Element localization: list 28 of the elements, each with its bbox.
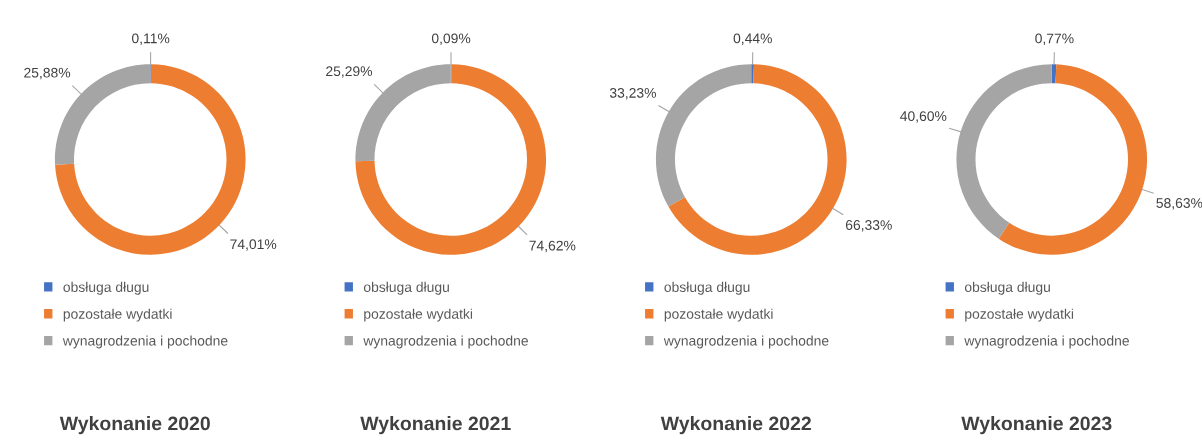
data-label: 0,11% — [131, 33, 170, 45]
legend-label: obsługa długu — [964, 281, 1050, 295]
data-label: 25,88% — [24, 67, 71, 80]
data-label: 25,29% — [326, 66, 373, 78]
text: Wykonanie 2020 — [59, 416, 210, 435]
legend-label: obsługa długu — [63, 281, 149, 295]
data-label: 0,77% — [1035, 33, 1074, 45]
legend-label: obsługa długu — [664, 281, 750, 295]
data-label: 33,23% — [609, 87, 656, 100]
data-label: 74,01% — [230, 239, 277, 251]
legend-label: pozostałe wydatki — [364, 308, 473, 322]
legend-label: pozostałe wydatki — [965, 308, 1074, 322]
text: Wykonanie 2022 — [660, 416, 811, 435]
text: Wykonanie 2023 — [961, 416, 1112, 435]
data-label: 74,62% — [529, 240, 576, 253]
legend-label: wynagrodzenia i pochodne — [964, 335, 1129, 349]
data-label: 58,63% — [1156, 198, 1202, 210]
data-label: 0,44% — [733, 33, 772, 45]
legend-label: wynagrodzenia i pochodne — [363, 335, 528, 349]
text: Wykonanie 2021 — [360, 416, 511, 435]
data-label: 40,60% — [900, 111, 947, 123]
data-label: 0,09% — [431, 33, 471, 45]
legend-label: wynagrodzenia i pochodne — [62, 335, 228, 349]
legend-label: pozostałe wydatki — [63, 308, 172, 322]
legend-label: wynagrodzenia i pochodne — [663, 335, 829, 349]
legend-label: pozostałe wydatki — [664, 308, 773, 322]
legend-label: obsługa długu — [363, 281, 449, 295]
data-label: 66,33% — [845, 220, 892, 232]
